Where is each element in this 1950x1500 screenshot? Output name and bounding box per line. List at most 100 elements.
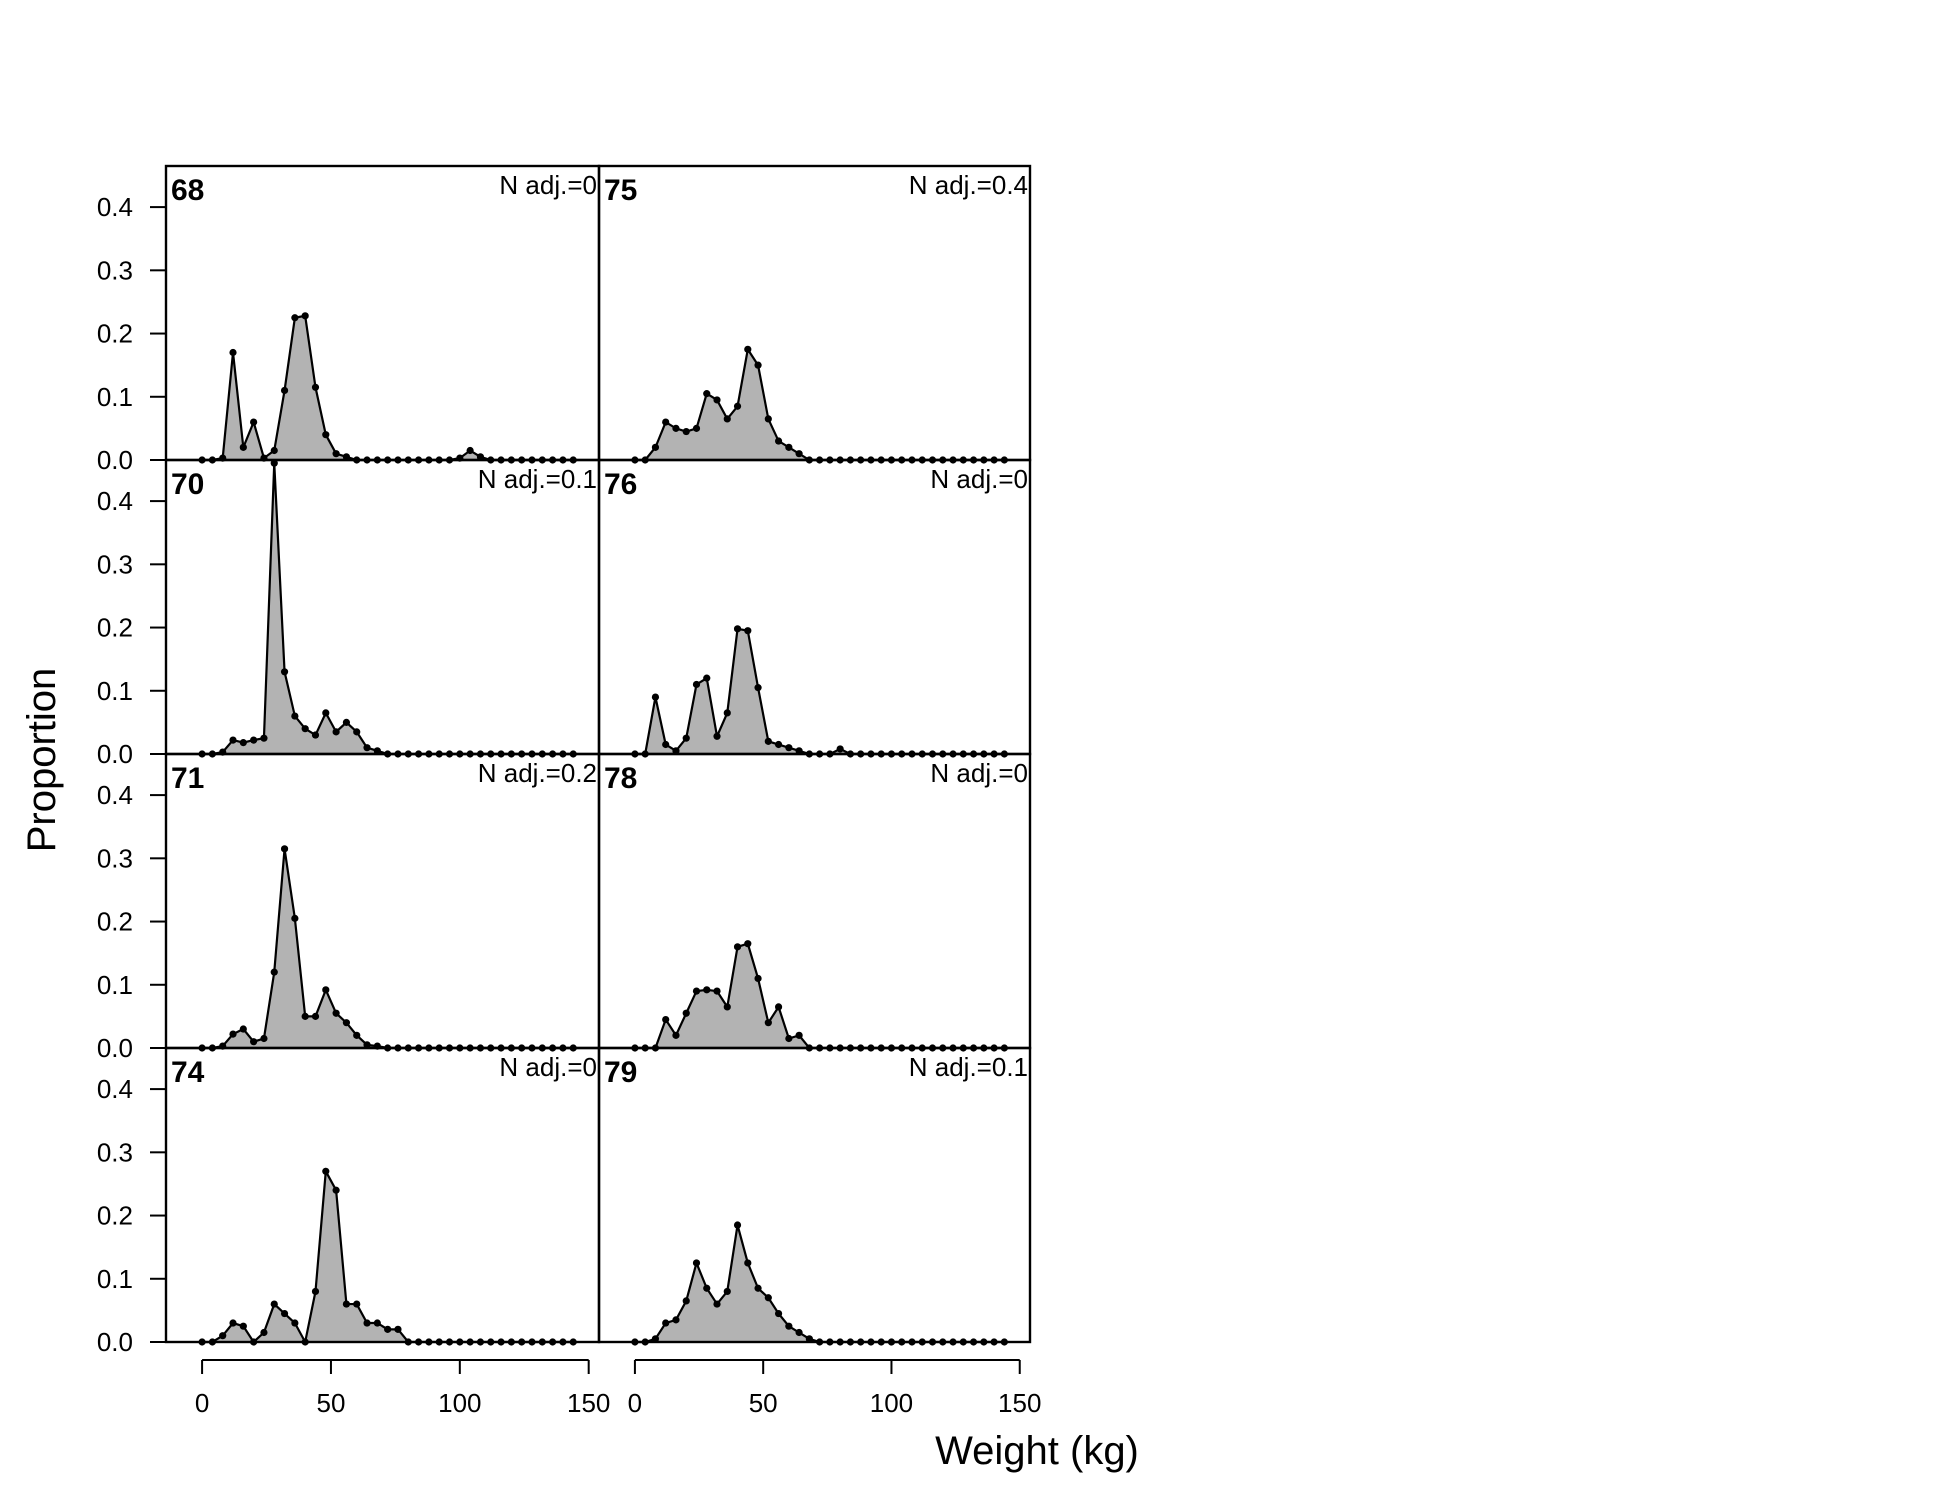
data-point (754, 684, 762, 692)
data-point (239, 1322, 247, 1330)
data-point (703, 390, 711, 398)
panel-label: 75 (604, 174, 637, 207)
data-point (774, 1003, 783, 1011)
panel-70: 70 N adj.=0.1 (164, 458, 601, 758)
y-tick-label: 0.1 (97, 382, 133, 412)
panel-frame (164, 752, 601, 1050)
data-point (682, 734, 690, 742)
data-point (301, 725, 309, 733)
data-point (733, 402, 742, 410)
panel-label: 70 (171, 468, 204, 501)
data-point (682, 1297, 690, 1305)
data-point (785, 1034, 793, 1043)
data-point (795, 1031, 803, 1039)
data-point (363, 1319, 371, 1327)
y-tick-label: 0.4 (97, 192, 133, 222)
data-point (713, 396, 721, 404)
area-fill (634, 628, 1005, 754)
panel-74: 74 N adj.=0 (164, 1046, 601, 1346)
data-point (703, 986, 711, 994)
data-point (795, 450, 803, 458)
data-point (744, 940, 752, 948)
data-point (322, 1167, 330, 1175)
data-point (229, 1030, 237, 1038)
data-point (754, 361, 762, 369)
data-point (713, 1300, 721, 1308)
data-point (476, 453, 485, 461)
panel-71: 71 N adj.=0.2 (164, 752, 601, 1052)
data-point (342, 1300, 351, 1308)
data-point (250, 1038, 258, 1046)
data-point (270, 1300, 278, 1308)
data-point (280, 1309, 289, 1318)
panel-note: N adj.=0.4 (909, 170, 1028, 200)
data-point (785, 1322, 793, 1330)
data-point (672, 1316, 680, 1324)
y-tick-label: 0.0 (97, 445, 133, 475)
x-tick-label: 0 (195, 1388, 209, 1418)
x-tick-label: 100 (870, 1388, 913, 1418)
y-tick-label: 0.2 (97, 613, 133, 643)
data-point (270, 446, 278, 455)
data-point (682, 1009, 690, 1017)
series-line (202, 463, 574, 756)
data-point (229, 1319, 237, 1327)
panel-78: 78 N adj.=0 (597, 752, 1032, 1052)
data-point (291, 1319, 299, 1327)
data-point (662, 740, 670, 749)
data-point (785, 443, 793, 451)
chart-axes: 0.0 0.1 0.2 0.3 0.4 0.0 0.1 0.2 0.3 0.4 0.0 0.1 0.2 0… (97, 192, 1042, 1418)
data-point (353, 728, 361, 736)
data-point (733, 1221, 742, 1229)
data-point (764, 415, 772, 423)
data-point (692, 1259, 701, 1267)
data-point (250, 418, 258, 426)
data-point (672, 747, 680, 755)
area-fill (202, 1171, 574, 1342)
data-point (301, 1012, 309, 1020)
data-point (280, 845, 289, 853)
data-point (363, 744, 371, 752)
y-tick-label: 0.3 (97, 549, 133, 579)
data-point (250, 736, 258, 744)
data-point (342, 718, 351, 726)
panel-68: 68 N adj.=0 (164, 164, 601, 464)
y-tick-label: 0.0 (97, 1327, 133, 1357)
data-point (692, 680, 701, 689)
data-point (774, 1309, 783, 1318)
area-fill (634, 1225, 1005, 1342)
data-point (805, 1335, 813, 1343)
data-point (291, 914, 299, 922)
data-point (332, 728, 340, 736)
data-point (311, 1012, 320, 1020)
data-point (384, 1325, 392, 1333)
panel-label: 71 (171, 762, 204, 795)
series-line (202, 1167, 574, 1346)
data-point (260, 1328, 268, 1337)
data-point (394, 1325, 402, 1333)
panel-frame (597, 164, 1032, 462)
panel-frame (164, 1046, 601, 1344)
data-point (651, 443, 660, 451)
data-point (733, 943, 742, 951)
data-point (703, 674, 711, 682)
panel-label: 74 (171, 1056, 205, 1089)
y-tick-label: 0.0 (97, 739, 133, 769)
data-point (466, 446, 474, 455)
x-tick-label: 150 (567, 1388, 610, 1418)
chart-panels: 68 N adj.=0 70 N adj.=0.1 71 N adj.=0.2 74 N ad… (164, 164, 1032, 1346)
panel-label: 68 (171, 174, 204, 207)
data-point (754, 1284, 762, 1292)
y-tick-label: 0.1 (97, 1264, 133, 1294)
data-point (270, 968, 278, 976)
x-tick-label: 50 (749, 1388, 778, 1418)
data-point (672, 424, 680, 432)
panel-note: N adj.=0 (930, 758, 1028, 788)
area-fill (202, 463, 574, 754)
panel-note: N adj.=0 (499, 1052, 597, 1082)
x-tick-label: 100 (438, 1388, 481, 1418)
data-point (270, 459, 278, 467)
data-point (774, 740, 783, 749)
data-point (744, 1259, 752, 1267)
